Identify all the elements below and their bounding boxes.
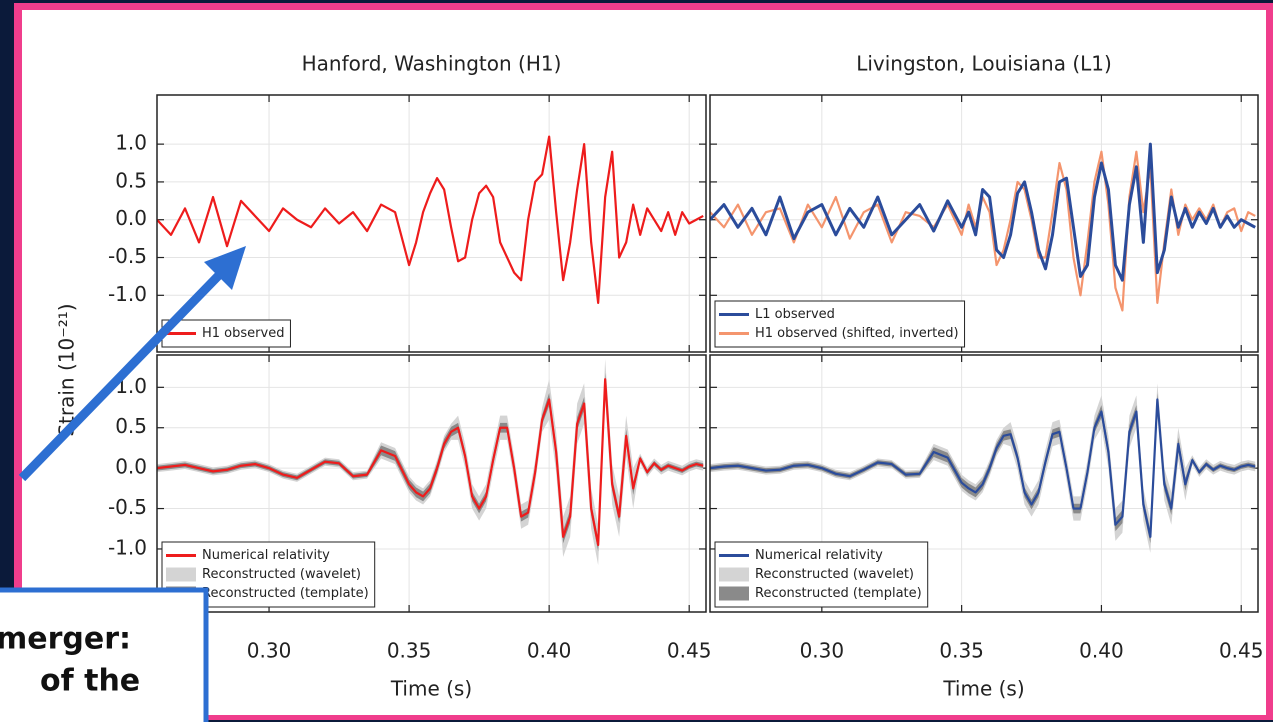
- plot-frame: [709, 94, 1259, 353]
- data-line: [157, 378, 704, 547]
- y-tick-label: 0.0: [115, 206, 147, 230]
- uncertainty-band: [157, 359, 704, 566]
- legend-frame: [714, 541, 929, 608]
- plot-area: [157, 95, 706, 352]
- y-tick-label: -1.0: [108, 535, 147, 559]
- annotation-box: merger: of the: [0, 587, 209, 722]
- x-tick-label: 0.45: [1219, 639, 1264, 663]
- legend-swatch: [166, 567, 196, 582]
- legend-swatch: [719, 567, 749, 582]
- plot-frame: [709, 354, 1259, 613]
- annotation-text: of the: [40, 664, 140, 699]
- x-tick-label: 0.30: [800, 639, 845, 663]
- legend-label: Reconstructed (template): [202, 586, 369, 601]
- x-tick-label: 0.35: [387, 639, 432, 663]
- panel-title: Livingston, Louisiana (L1): [856, 52, 1112, 76]
- x-axis-label: Time (s): [390, 677, 472, 701]
- arrow: [18, 246, 246, 482]
- legend-label: L1 observed: [755, 307, 835, 322]
- legend-label: Numerical relativity: [755, 548, 883, 563]
- x-tick-label: 0.40: [1079, 639, 1124, 663]
- legend-label: Reconstructed (wavelet): [202, 567, 361, 582]
- legend-frame: [714, 300, 966, 348]
- legend: Numerical relativity Reconstructed (wavel…: [714, 541, 929, 608]
- uncertainty-band: [710, 383, 1256, 554]
- legend-label: Reconstructed (template): [755, 586, 922, 601]
- data-line: [710, 150, 1256, 312]
- x-tick-label: 0.40: [527, 639, 572, 663]
- x-tick-label: 0.35: [939, 639, 984, 663]
- plot-frame: [156, 354, 707, 613]
- plots: 1.0 0.5 0.0 -0.5 -1.0 Hanford, Washington (H1…: [108, 52, 1264, 701]
- data-line: [710, 142, 1256, 282]
- legend-label: H1 observed: [202, 326, 284, 341]
- x-tick-label: 0.45: [667, 639, 712, 663]
- y-tick-label: 0.5: [115, 168, 147, 192]
- y-tick-label: 1.0: [115, 131, 147, 155]
- panel: 0.30 0.35 0.40 0.45 Time (s) Numerical relati…: [709, 354, 1264, 701]
- data-line: [710, 398, 1256, 538]
- arrow-head: [204, 246, 246, 290]
- x-axis-label: Time (s): [942, 677, 1024, 701]
- legend: H1 observed: [161, 319, 291, 348]
- legend-label: Numerical relativity: [202, 548, 330, 563]
- arrow-shaft: [18, 268, 226, 482]
- legend-label: H1 observed (shifted, inverted): [755, 326, 959, 341]
- data-line: [157, 135, 704, 304]
- annotation-text: merger:: [0, 622, 131, 657]
- y-tick-label: 0.5: [115, 414, 147, 438]
- y-tick-label: -0.5: [108, 244, 147, 268]
- y-tick-label: -1.0: [108, 282, 147, 306]
- panel: 1.0 0.5 0.0 -0.5 -1.0 Hanford, Washington (H1…: [108, 52, 707, 353]
- panel: Livingston, Louisiana (L1) L1 observed H1 …: [709, 52, 1259, 353]
- legend-swatch: [719, 586, 749, 601]
- annotation-frame: [0, 587, 209, 722]
- y-tick-label: -0.5: [108, 495, 147, 519]
- plot-frame: [156, 94, 707, 353]
- legend-label: Reconstructed (wavelet): [755, 567, 914, 582]
- panel-title: Hanford, Washington (H1): [302, 52, 562, 76]
- y-axis-label: Strain (10⁻²¹): [55, 303, 79, 436]
- y-tick-label: 0.0: [115, 455, 147, 479]
- x-tick-label: 0.30: [247, 639, 292, 663]
- legend: L1 observed H1 observed (shifted, inverte…: [714, 300, 966, 348]
